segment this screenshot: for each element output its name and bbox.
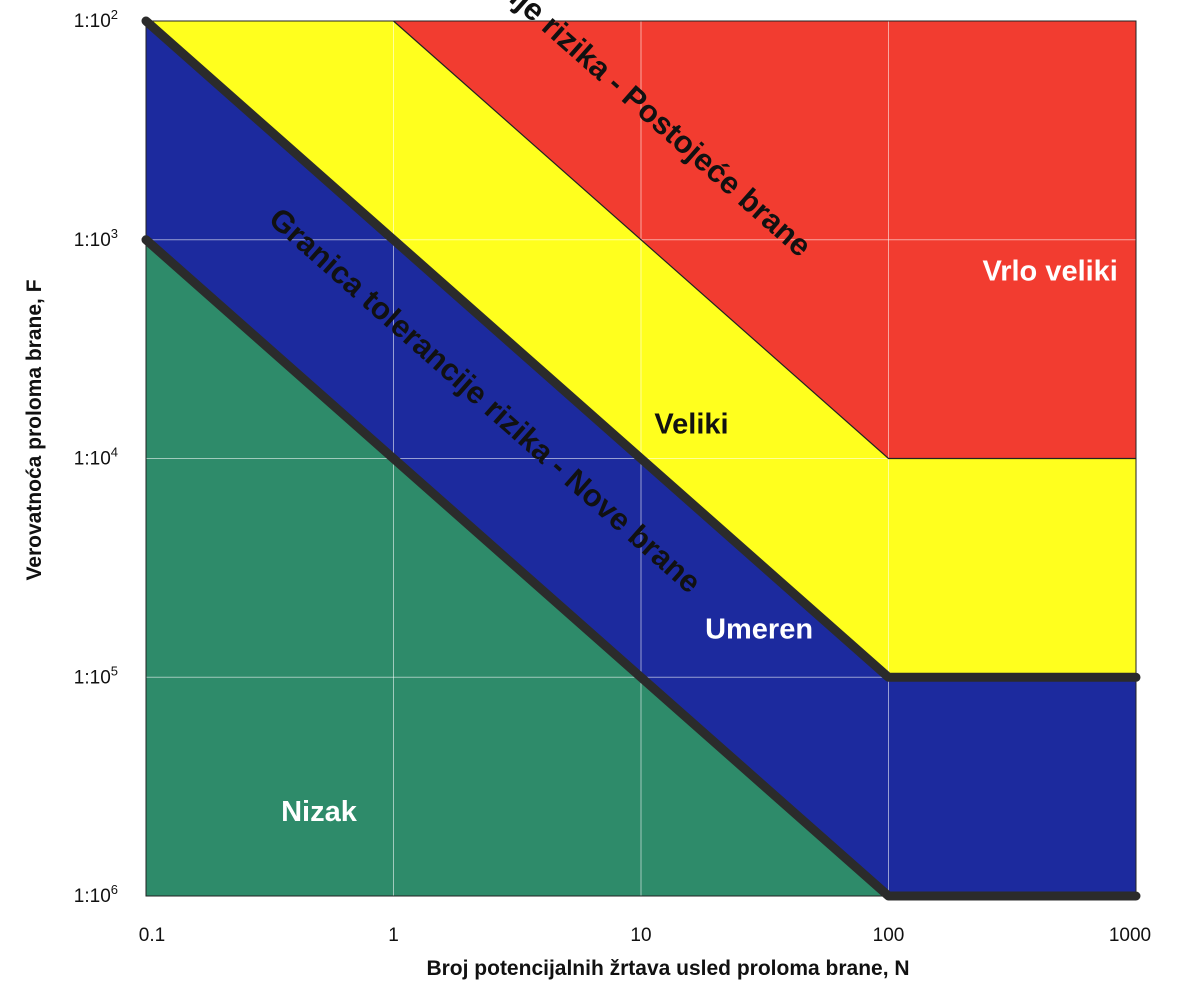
- boundary-veliki-vrlo-veliki: [393, 20, 1136, 460]
- y-tick-label: 1:105: [74, 663, 118, 688]
- y-tick-label: 1:102: [74, 7, 118, 32]
- y-tick-label: 1:106: [74, 882, 118, 907]
- zone-umeren: [146, 21, 1136, 896]
- x-tick-label: 10: [630, 925, 651, 946]
- y-tick-label: 1:104: [74, 445, 118, 470]
- boundary-lines-layer: [141, 16, 1141, 901]
- tick-labels-layer: 1:102 1:103 1:104 1:105 1:106 0.1 1 10 100 1000: [74, 7, 1151, 946]
- zone-label-umeren: Umeren: [705, 614, 813, 646]
- boundary-existing-dams: [141, 16, 1141, 682]
- x-tick-label: 100: [873, 925, 905, 946]
- zone-label-veliki: Veliki: [654, 409, 728, 441]
- zone-label-vrlo-veliki: Vrlo veliki: [982, 256, 1117, 288]
- y-axis-title: Verovatnoća proloma brane, F: [23, 279, 46, 580]
- x-tick-label: 0.1: [139, 925, 165, 946]
- x-tick-label: 1000: [1109, 925, 1151, 946]
- x-tick-label: 1: [388, 925, 399, 946]
- zone-label-nizak: Nizak: [281, 796, 358, 828]
- y-tick-label: 1:103: [74, 226, 118, 251]
- boundary-new-dams: [141, 235, 1141, 901]
- x-axis-title: Broj potencijalnih žrtava usled proloma …: [426, 957, 909, 980]
